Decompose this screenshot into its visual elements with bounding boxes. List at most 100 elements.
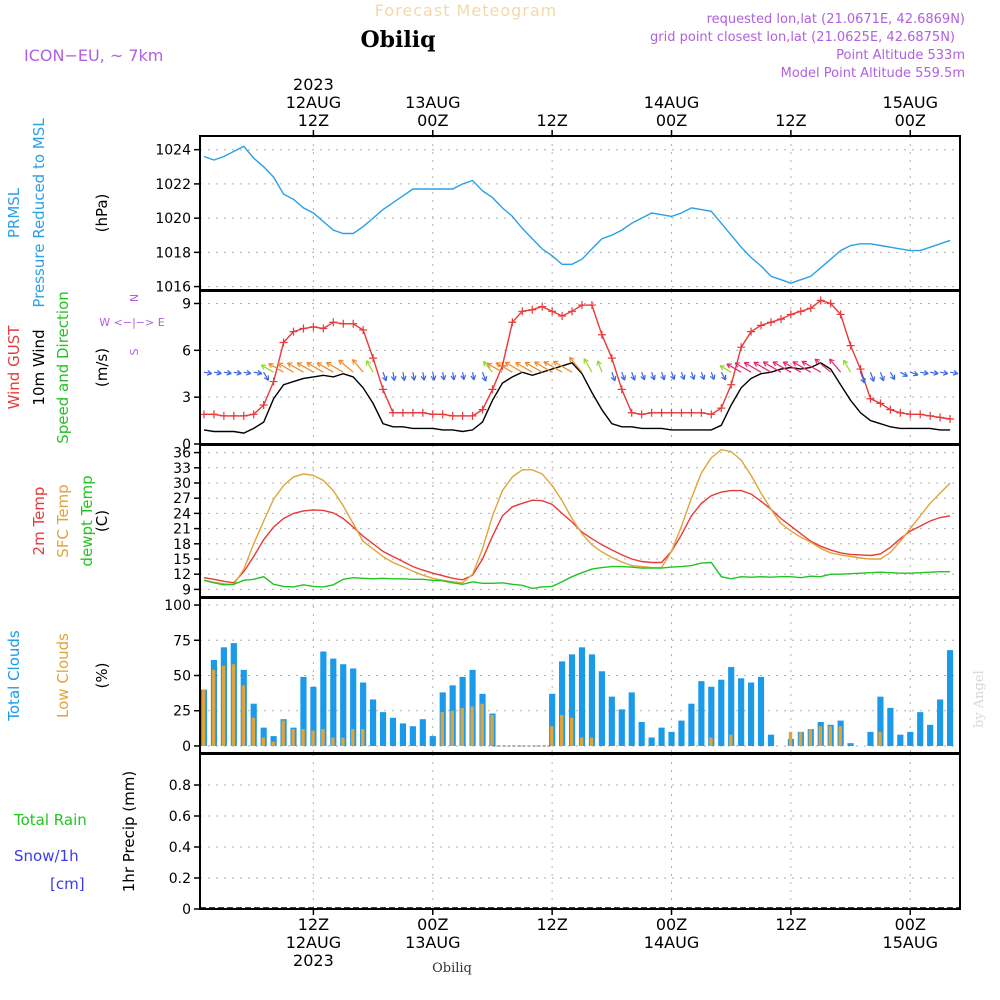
- bar-total-cloud-56: [757, 676, 765, 746]
- bar-total-cloud-53: [728, 667, 735, 746]
- bar-total-cloud-40: [598, 671, 605, 746]
- gust-point-29: [488, 385, 497, 394]
- gust-point-7: [269, 377, 278, 386]
- bar-total-cloud-54: [738, 678, 745, 746]
- compass-north: N: [128, 294, 141, 302]
- gust-point-13: [329, 318, 338, 327]
- wind-barb-48: [680, 371, 685, 380]
- ytick-label-temperature-5: 24: [173, 506, 191, 522]
- bar-low-cloud-26: [460, 707, 464, 746]
- header-requested: requested lon,lat (21.0671E, 42.6869N): [707, 12, 965, 27]
- bar-total-cloud-23: [429, 736, 436, 746]
- wind-barb-24: [442, 372, 445, 381]
- gust-point-62: [816, 296, 825, 305]
- ytick-label-pressure-4: 1024: [155, 143, 191, 159]
- bar-low-cloud-37: [569, 717, 574, 746]
- wind-barb-head-53: [719, 365, 725, 371]
- wind-barb-head-36: [543, 361, 549, 367]
- wind-barb-50: [700, 371, 705, 380]
- gust-point-65: [846, 341, 855, 350]
- gust-point-25: [448, 411, 457, 420]
- gust-point-27: [468, 411, 477, 420]
- bottom-axis-label-0-2: 2023: [293, 951, 334, 970]
- bar-total-cloud-43: [628, 692, 635, 746]
- wind-barb-head-30: [486, 362, 493, 369]
- gust-point-74: [936, 413, 945, 422]
- ytick-label-clouds-2: 50: [173, 669, 191, 685]
- wind-barb-20: [402, 372, 406, 381]
- header-point-altitude: Point Altitude 533m: [836, 48, 965, 63]
- wind-barb-head-16: [351, 358, 358, 365]
- side-label-clouds-1: Low Clouds: [54, 633, 72, 718]
- wind-barb-13: [316, 362, 334, 373]
- side-label-pressure-1: Pressure Reduced to MSL: [30, 118, 48, 308]
- bar-total-cloud-6: [260, 727, 267, 746]
- wind-barb-18: [382, 371, 387, 381]
- bar-total-cloud-11: [310, 686, 317, 746]
- wind-barb-67: [869, 371, 875, 382]
- side-label-pressure-0: PRMSL: [5, 187, 23, 238]
- wind-barb-head-3: [236, 369, 242, 376]
- bottom-axis-label-3-1: 14AUG: [644, 933, 699, 952]
- gust-point-24: [438, 410, 447, 419]
- panel-wind: 0 3 6 9 (m/s) Wind GUST 10m Wind Speed and Dire…: [5, 290, 961, 453]
- wind-barb-head-0: [206, 369, 213, 376]
- gust-point-69: [886, 405, 895, 414]
- bar-total-cloud-17: [370, 699, 377, 746]
- wind-barb-head-25: [450, 375, 457, 381]
- wind-barb-55: [734, 362, 752, 373]
- header-model-altitude: Model Point Altitude 559.5m: [781, 66, 965, 81]
- wind-barb-44: [641, 371, 646, 381]
- wind-barb-head-21: [410, 375, 417, 381]
- ylabel-temperature: (C): [93, 510, 111, 532]
- ytick-label-precip-0: 0: [182, 902, 191, 918]
- gust-point-5: [249, 410, 258, 419]
- wind-barb-56: [743, 361, 762, 373]
- top-axis-label-4-0: 12Z: [775, 111, 806, 130]
- wind-barb-head-54: [726, 363, 732, 369]
- gust-point-75: [946, 415, 955, 424]
- wind-barb-head-66: [860, 377, 866, 384]
- bar-low-cloud-60: [798, 731, 803, 746]
- wind-barb-25: [452, 372, 455, 381]
- ylabel-precip: 1hr Precip (mm): [120, 771, 138, 892]
- wind-barb-72: [920, 371, 929, 375]
- bar-total-cloud-55: [748, 682, 755, 746]
- bar-low-cloud-13: [331, 737, 335, 746]
- ylabel-wind: (m/s): [93, 348, 111, 387]
- top-axis-label-0-1: 12AUG: [286, 93, 341, 112]
- ytick-label-pressure-1: 1018: [155, 245, 191, 261]
- wind-barb-62: [801, 360, 822, 373]
- gust-point-71: [906, 410, 915, 419]
- wind-barb-head-74: [942, 369, 949, 376]
- gust-point-55: [747, 327, 756, 336]
- wind-barb-9: [277, 362, 294, 373]
- side-label-precip-2: [cm]: [50, 875, 85, 893]
- side-label-wind-1: 10m Wind: [30, 329, 48, 405]
- wind-barb-36: [543, 361, 563, 373]
- bar-low-cloud-14: [341, 737, 345, 746]
- wind-barb-11: [296, 362, 314, 373]
- wind-barb-head-69: [890, 374, 896, 381]
- gust-point-36: [558, 311, 567, 320]
- wind-barb-47: [670, 371, 675, 380]
- wind-barb-head-65: [842, 359, 849, 366]
- wind-barb-32: [504, 361, 523, 373]
- gust-point-60: [796, 307, 805, 316]
- wind-barb-head-49: [689, 374, 696, 381]
- wind-barb-2: [223, 371, 232, 375]
- wind-barb-59: [772, 361, 792, 373]
- wind-barb-head-11: [296, 362, 303, 368]
- side-label-temperature-2: dewpt Temp: [78, 475, 96, 566]
- wind-barb-head-17: [365, 360, 372, 366]
- gust-point-73: [926, 411, 935, 420]
- gust-point-15: [349, 319, 358, 328]
- wind-barb-head-12: [306, 362, 312, 368]
- bar-total-cloud-10: [300, 676, 307, 746]
- bar-total-cloud-15: [350, 668, 357, 746]
- bar-total-cloud-12: [320, 651, 327, 746]
- ytick-label-temperature-9: 36: [173, 446, 191, 462]
- wind-barb-head-61: [792, 361, 798, 367]
- wind-barb-head-18: [382, 375, 388, 382]
- bar-total-cloud-38: [578, 647, 586, 746]
